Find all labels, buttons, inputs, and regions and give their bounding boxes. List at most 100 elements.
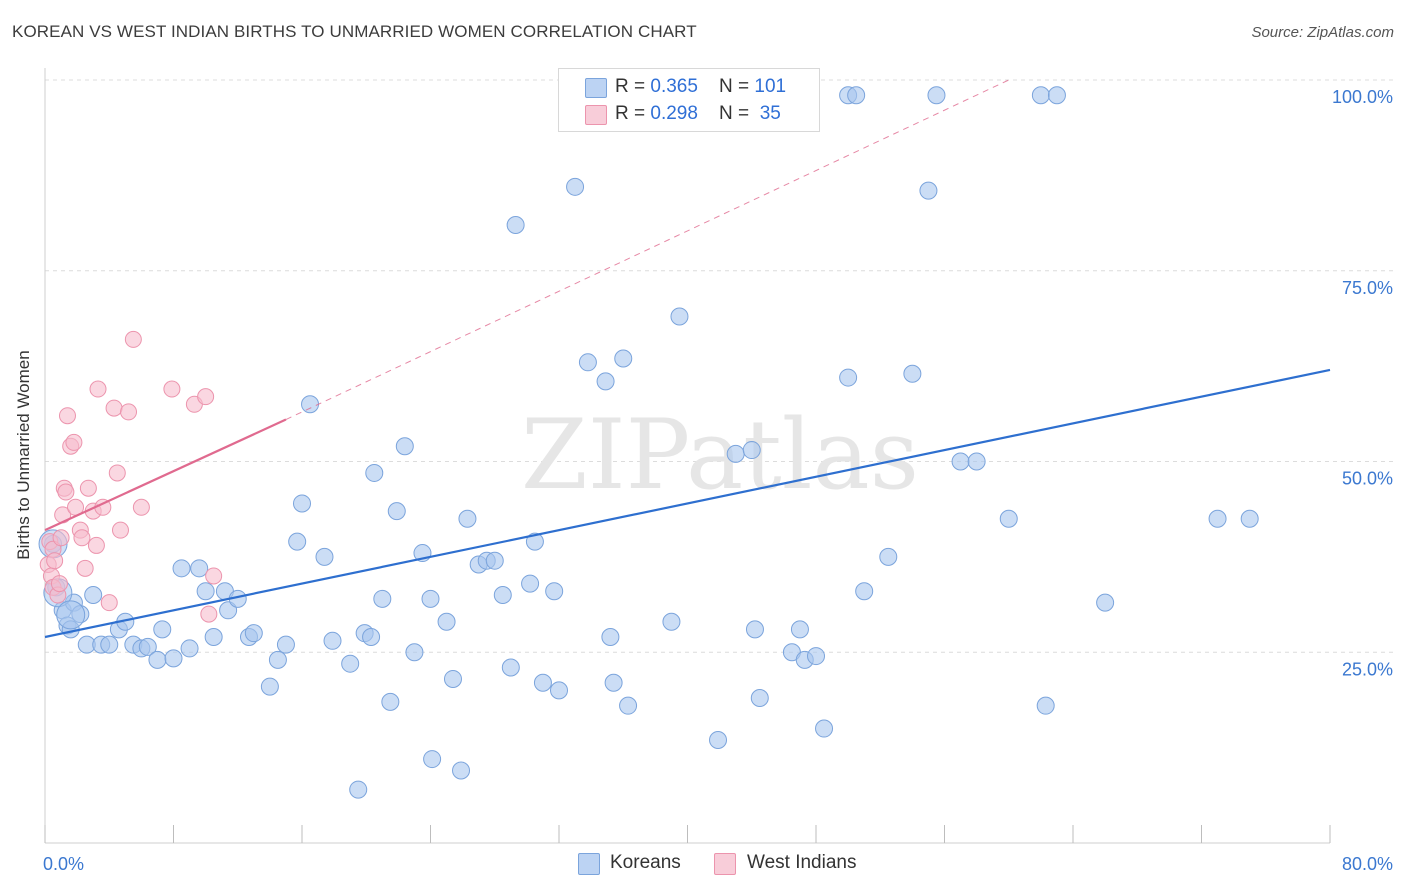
korean-point <box>1096 593 1115 612</box>
korean-point <box>164 649 183 668</box>
legend-row-west-indians-text: R = 0.298 N = 35 <box>615 103 781 124</box>
korean-point <box>506 215 525 234</box>
korean-point <box>421 589 440 608</box>
west-indian-swatch <box>585 105 607 125</box>
korean-point <box>260 677 279 696</box>
korean-point <box>493 586 512 605</box>
korean-point <box>268 650 287 669</box>
y-tick-label: 75.0% <box>1342 278 1393 298</box>
west-indian-point <box>205 567 223 585</box>
axes <box>44 68 1331 844</box>
korean-point <box>349 780 368 799</box>
korean-point <box>204 627 223 646</box>
west-indian-point <box>108 464 126 482</box>
korean-point <box>148 650 167 669</box>
korean-point <box>153 620 172 639</box>
korean-point <box>1031 86 1050 105</box>
korean-point <box>387 502 406 521</box>
west-indians-legend-label: West Indians <box>747 852 857 873</box>
korean-point <box>726 444 745 463</box>
west-indian-point <box>65 433 83 451</box>
korean-point <box>1208 509 1227 528</box>
korean-point <box>999 509 1018 528</box>
korean-point <box>807 647 825 666</box>
korean-point <box>1240 509 1259 528</box>
korean-point <box>839 368 858 387</box>
korean-point <box>927 86 946 105</box>
korean-point <box>750 689 769 708</box>
correlation-legend: R = 0.365 N = 101 R = 0.298 N = 35 <box>558 68 820 132</box>
west-indian-point <box>111 521 129 539</box>
korean-point <box>458 509 477 528</box>
korean-point <box>293 494 311 513</box>
korean-point <box>879 547 898 566</box>
korean-point <box>485 551 504 570</box>
korean-point <box>614 349 633 368</box>
korean-point <box>180 639 199 658</box>
west-indian-trend-extension <box>285 79 1009 420</box>
korean-point <box>601 627 620 646</box>
y-tick-label: 25.0% <box>1342 659 1393 679</box>
korean-point <box>951 452 970 471</box>
korean-point <box>550 681 568 700</box>
korean-point <box>903 364 922 383</box>
west-indian-point <box>52 529 70 547</box>
tick-labels: 25.0% 50.0% 75.0% 100.0% 0.0% 80.0% <box>43 87 1393 874</box>
west-indian-trend-line <box>44 418 287 532</box>
korean-point <box>443 669 462 688</box>
chart-title: KOREAN VS WEST INDIAN BIRTHS TO UNMARRIE… <box>12 22 697 41</box>
korean-point <box>190 559 209 578</box>
watermark: ZIPatlas <box>521 399 919 511</box>
korean-point <box>341 654 360 673</box>
west-indian-point <box>124 330 142 348</box>
korean-point <box>967 452 986 471</box>
korean-point <box>670 307 689 326</box>
korean-point <box>1047 86 1066 105</box>
west-indian-point <box>163 380 181 398</box>
korean-point <box>815 719 834 738</box>
korean-point <box>847 86 866 105</box>
west-indian-point <box>87 536 105 554</box>
korean-point <box>196 582 215 601</box>
korean-point <box>423 750 442 769</box>
grid-lines <box>45 79 1395 653</box>
korean-point <box>566 177 585 196</box>
korean-point <box>790 620 809 639</box>
korean-point <box>244 624 263 643</box>
korean-swatch <box>585 78 607 98</box>
korean-point <box>365 463 384 482</box>
west-indian-point <box>46 552 64 570</box>
y-axis-label: Births to Unmarried Women <box>14 350 33 560</box>
west-indian-point <box>79 479 97 497</box>
korean-point <box>1036 696 1055 715</box>
korean-point <box>578 353 597 372</box>
korean-point <box>604 673 623 692</box>
legend-row-koreans-text: R = 0.365 N = 101 <box>615 76 787 97</box>
korean-point <box>596 372 615 391</box>
y-tick-label: 100.0% <box>1332 87 1393 107</box>
korean-point <box>545 582 564 601</box>
korean-point <box>138 637 157 656</box>
west-indian-point <box>197 388 215 406</box>
korean-point <box>521 574 540 593</box>
korean-point <box>405 643 424 662</box>
korean-point <box>172 559 191 578</box>
west-indian-point <box>57 483 75 501</box>
west-indian-point <box>105 399 123 417</box>
west-indian-point <box>100 594 118 612</box>
west-indian-point <box>132 498 150 516</box>
trend-lines <box>44 79 1331 639</box>
y-tick-label: 50.0% <box>1342 469 1393 489</box>
korean-point-large <box>56 600 86 630</box>
korean-point <box>323 631 342 650</box>
korean-point <box>381 692 400 711</box>
korean-point <box>501 658 520 677</box>
korean-point <box>84 586 103 605</box>
west-indian-point <box>58 407 76 425</box>
west-indian-point <box>73 529 91 547</box>
korean-point <box>100 635 119 654</box>
korean-point <box>619 696 638 715</box>
x-tick-label: 0.0% <box>43 854 84 874</box>
korean-point <box>373 589 392 608</box>
